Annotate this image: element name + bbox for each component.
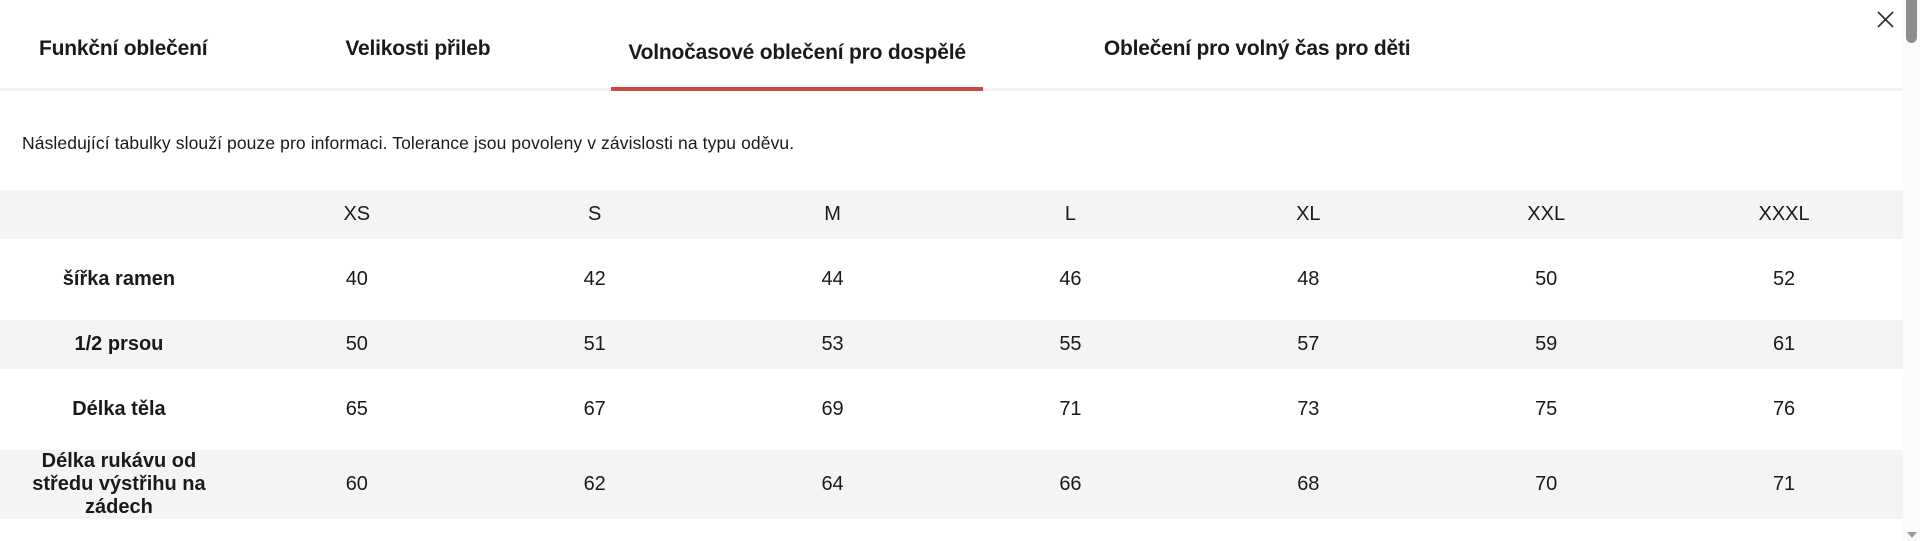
cell-value: 67 [583,398,606,420]
table-disclaimer-text: Následující tabulky slouží pouze pro inf… [22,133,795,153]
cell-value: 71 [1059,398,1082,420]
scrollbar-down-arrow-icon[interactable] [1907,532,1917,538]
cell-value: 42 [583,268,606,290]
header-cell-xxl: XXL [1427,190,1666,239]
cell-value: 70 [1427,450,1666,519]
cell-value: 66 [951,450,1190,519]
cell-value: 62 [475,450,714,519]
cell-value: 46 [1059,268,1082,290]
cell-value: 55 [951,320,1190,369]
cell-value: 48 [1297,268,1320,290]
cell-value: 53 [713,320,952,369]
tab-volnocasove-obleceni-pro-dospele[interactable]: Volnočasové oblečení pro dospělé [611,41,983,91]
cell-value: 59 [1427,320,1666,369]
cell-value: 52 [1772,268,1796,290]
size-table-header-row: XS S M L XL XXL XXXL [0,190,1903,239]
tab-funkcni-obleceni[interactable]: Funkční oblečení [39,37,208,60]
cell-value: 64 [713,450,952,519]
header-cell-xl: XL [1189,190,1428,239]
size-table: XS S M L XL XXL XXXL šířka ramen 40 42 4… [0,174,1903,535]
close-icon [1876,10,1894,28]
cell-value: 65 [345,398,368,420]
header-cell-s: S [475,190,714,239]
cell-value: 50 [1535,268,1558,290]
cell-value: 44 [821,268,844,290]
size-chart-tabs: Funkční oblečení Velikosti přileb Volnoč… [0,0,1903,91]
cell-value: 60 [237,450,476,519]
cell-value: 40 [345,268,368,290]
cell-value: 50 [237,320,476,369]
row-label: 1/2 prsou [0,320,238,369]
cell-value: 68 [1189,450,1428,519]
cell-value: 76 [1772,398,1796,420]
tab-velikosti-prileb[interactable]: Velikosti přileb [345,37,491,60]
header-cell-m: M [713,190,952,239]
header-cell-empty [0,190,238,239]
header-cell-l: L [951,190,1190,239]
row-label: Délka těla [72,398,166,420]
table-row: 1/2 prsou 50 51 53 55 57 59 61 [0,320,1903,369]
cell-value: 75 [1535,398,1558,420]
cell-value: 71 [1665,450,1903,519]
close-button[interactable] [1874,8,1896,30]
table-row: šířka ramen 40 42 44 46 48 50 52 [0,255,1903,304]
row-label: šířka ramen [62,268,176,290]
cell-value: 69 [821,398,844,420]
tab-obleceni-pro-volny-cas-pro-deti[interactable]: Oblečení pro volný čas pro děti [1103,37,1411,60]
vertical-scrollbar[interactable] [1903,0,1920,541]
header-cell-xs: XS [237,190,476,239]
cell-value: 73 [1297,398,1320,420]
scrollbar-thumb[interactable] [1906,0,1917,43]
row-label: Délka rukávu od středu výstřihu na zádec… [0,450,238,519]
table-row: Délka těla 65 67 69 71 73 75 76 [0,385,1903,434]
cell-value: 57 [1189,320,1428,369]
header-cell-xxxl: XXXL [1665,190,1903,239]
cell-value: 51 [475,320,714,369]
cell-value: 61 [1665,320,1903,369]
table-row: Délka rukávu od středu výstřihu na zádec… [0,450,1903,519]
